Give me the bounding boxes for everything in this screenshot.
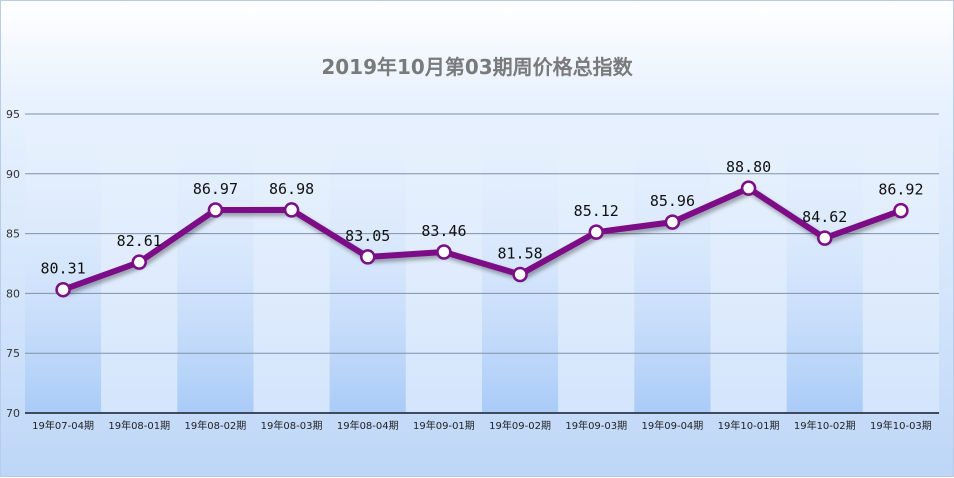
x-tick-label: 19年10-03期 — [870, 419, 932, 432]
data-label: 84.62 — [802, 208, 847, 226]
x-tick-label: 19年08-01期 — [108, 419, 170, 432]
data-label: 80.31 — [41, 260, 86, 278]
data-point — [893, 202, 909, 219]
category-band — [25, 114, 102, 413]
data-label: 86.92 — [878, 181, 923, 199]
y-tick-label: 95 — [6, 108, 20, 121]
data-point — [55, 281, 71, 298]
data-point — [283, 202, 300, 218]
data-point — [588, 224, 604, 240]
y-tick-label: 90 — [6, 168, 20, 181]
data-point — [740, 180, 757, 196]
category-band — [786, 114, 863, 413]
category-band — [405, 114, 482, 413]
data-point — [360, 249, 376, 265]
category-band — [558, 114, 635, 413]
data-point — [207, 202, 224, 218]
y-tick-label: 80 — [6, 287, 20, 300]
data-label: 83.05 — [345, 227, 390, 245]
category-band — [634, 114, 711, 413]
x-tick-label: 19年09-02期 — [489, 419, 551, 432]
data-label: 88.80 — [726, 158, 771, 176]
x-tick-label: 19年09-03期 — [565, 419, 627, 432]
category-band — [177, 114, 254, 413]
x-tick-label: 19年07-04期 — [32, 419, 94, 432]
y-tick-label: 70 — [6, 407, 20, 420]
x-tick-label: 19年08-03期 — [261, 419, 323, 432]
category-band — [253, 114, 330, 413]
x-tick-label: 19年10-01期 — [718, 419, 780, 432]
x-tick-label: 19年09-04期 — [642, 419, 704, 432]
data-point — [436, 244, 452, 260]
chart-title: 2019年10月第03期周价格总指数 — [321, 55, 633, 79]
data-label: 86.98 — [269, 180, 314, 198]
data-label: 81.58 — [498, 245, 543, 263]
x-tick-label: 19年09-01期 — [413, 419, 475, 432]
category-band — [862, 114, 939, 413]
data-point — [817, 230, 833, 246]
data-label: 83.46 — [421, 222, 466, 240]
data-label: 86.97 — [193, 180, 238, 198]
x-tick-label: 19年10-02期 — [794, 419, 856, 432]
data-label: 82.61 — [117, 232, 162, 250]
data-point — [512, 266, 528, 283]
y-tick-label: 85 — [6, 228, 20, 241]
data-label: 85.12 — [574, 202, 619, 220]
data-label: 85.96 — [650, 192, 695, 210]
data-point — [664, 214, 681, 230]
y-tick-label: 75 — [6, 347, 20, 360]
series-line — [60, 185, 904, 293]
data-point — [131, 254, 147, 270]
x-tick-label: 19年08-04期 — [337, 419, 399, 432]
category-band — [710, 114, 787, 413]
x-tick-label: 19年08-02期 — [185, 419, 247, 432]
